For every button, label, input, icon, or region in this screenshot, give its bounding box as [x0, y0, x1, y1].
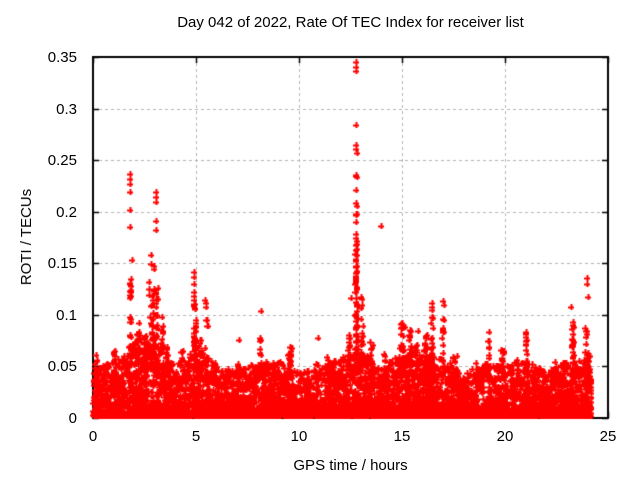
y-tick-label-0: 0 [68, 410, 77, 427]
x-tick-label-10: 10 [290, 428, 308, 445]
y-tick-label-0.25: 0.25 [47, 152, 77, 170]
y-tick-label-0.1: 0.1 [56, 306, 77, 324]
y-tick-label-0.05: 0.05 [47, 358, 77, 376]
x-tick-label-15: 15 [393, 428, 411, 445]
x-tick-label-5: 5 [191, 428, 201, 445]
x-axis-label: GPS time / hours [293, 457, 408, 474]
chart-title: Day 042 of 2022, Rate Of TEC Index for r… [177, 14, 524, 31]
x-tick-label-0: 0 [88, 428, 98, 445]
y-tick-label-0.3: 0.3 [56, 100, 77, 118]
x-tick-label-20: 20 [496, 428, 514, 445]
x-tick-label-25: 25 [599, 428, 617, 445]
y-tick-label-0.2: 0.2 [56, 203, 77, 221]
y-tick-label-0.35: 0.35 [47, 49, 77, 66]
y-tick-label-0.15: 0.15 [47, 255, 77, 273]
